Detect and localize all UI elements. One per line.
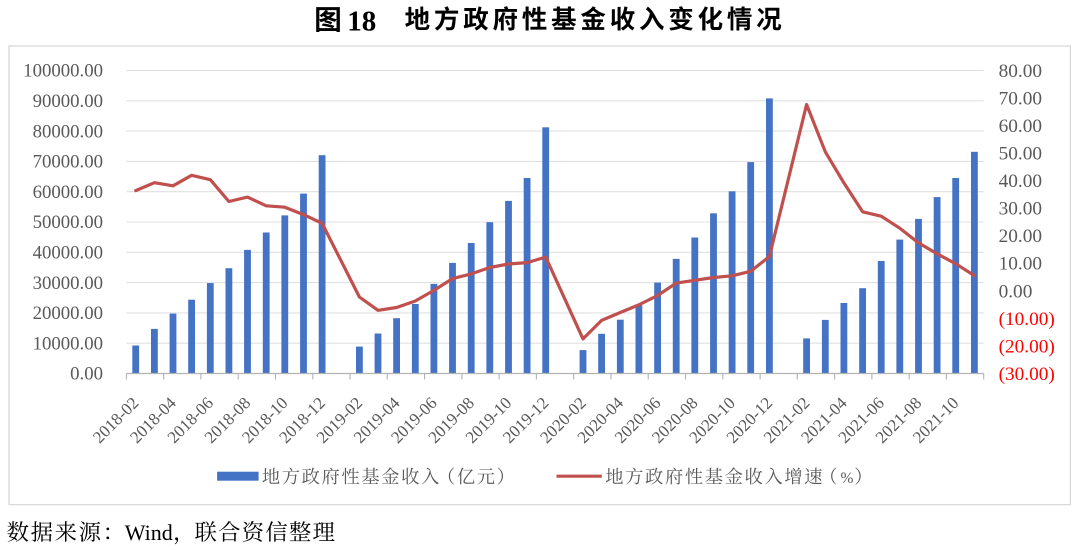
svg-text:%: % [841,470,854,487]
svg-text:90000.00: 90000.00 [33,91,103,112]
svg-text:20000.00: 20000.00 [33,303,103,324]
svg-text:80.00: 80.00 [999,61,1042,82]
svg-text:20.00: 20.00 [999,226,1042,247]
svg-text:70000.00: 70000.00 [33,152,103,173]
svg-text:30000.00: 30000.00 [33,273,103,294]
svg-text:0.00: 0.00 [70,364,103,385]
svg-text:0.00: 0.00 [999,281,1033,302]
svg-text:30.00: 30.00 [999,199,1042,220]
svg-text:18: 18 [347,5,376,37]
svg-text:50000.00: 50000.00 [33,212,103,233]
svg-text:70.00: 70.00 [999,88,1042,109]
svg-text:50.00: 50.00 [999,144,1042,165]
svg-text:40.00: 40.00 [999,171,1042,192]
svg-text:10.00: 10.00 [999,254,1042,275]
svg-text:80000.00: 80000.00 [33,121,103,142]
svg-text:(10.00): (10.00) [999,309,1055,330]
svg-text:Wind: Wind [125,520,173,545]
svg-text:40000.00: 40000.00 [33,243,103,264]
svg-text:(30.00): (30.00) [999,364,1055,385]
svg-text:10000.00: 10000.00 [33,333,103,354]
svg-text:60000.00: 60000.00 [33,182,103,203]
svg-text:(20.00): (20.00) [999,336,1055,357]
svg-text:100000.00: 100000.00 [23,61,103,82]
svg-text:60.00: 60.00 [999,116,1042,137]
